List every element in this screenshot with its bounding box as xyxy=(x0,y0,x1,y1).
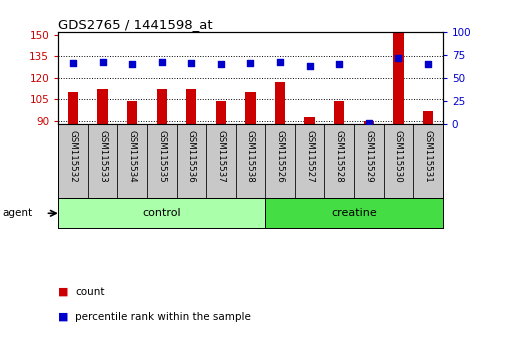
Point xyxy=(69,60,77,66)
Text: GSM115533: GSM115533 xyxy=(98,130,107,183)
Point xyxy=(98,59,107,65)
Point xyxy=(158,59,166,65)
Bar xyxy=(392,6,403,124)
Bar xyxy=(68,92,78,124)
Text: count: count xyxy=(75,287,104,297)
Point xyxy=(305,63,313,69)
Point xyxy=(128,61,136,67)
Bar xyxy=(363,121,373,124)
Bar xyxy=(413,124,442,198)
Text: creatine: creatine xyxy=(330,208,376,218)
Text: GSM115531: GSM115531 xyxy=(423,130,432,183)
Text: GSM115536: GSM115536 xyxy=(186,130,195,183)
Point xyxy=(275,59,283,65)
Bar xyxy=(156,90,167,124)
Bar xyxy=(333,101,344,124)
Bar xyxy=(186,90,196,124)
Text: ■: ■ xyxy=(58,287,69,297)
Text: agent: agent xyxy=(3,208,33,218)
Point xyxy=(393,55,401,61)
Bar xyxy=(265,198,442,228)
Text: percentile rank within the sample: percentile rank within the sample xyxy=(75,312,250,322)
Text: control: control xyxy=(142,208,181,218)
Text: GSM115527: GSM115527 xyxy=(305,130,314,183)
Bar xyxy=(206,124,235,198)
Bar xyxy=(354,124,383,198)
Bar xyxy=(324,124,353,198)
Bar xyxy=(58,198,265,228)
Text: GSM115526: GSM115526 xyxy=(275,130,284,183)
Bar xyxy=(87,124,117,198)
Bar xyxy=(422,111,432,124)
Text: GSM115530: GSM115530 xyxy=(393,130,402,183)
Bar xyxy=(383,124,413,198)
Bar xyxy=(274,82,285,124)
Point xyxy=(423,61,431,67)
Point xyxy=(364,121,372,126)
Bar xyxy=(304,117,314,124)
Text: ■: ■ xyxy=(58,312,69,322)
Bar xyxy=(245,92,255,124)
Point xyxy=(246,60,254,66)
Bar xyxy=(97,90,108,124)
Point xyxy=(217,61,225,67)
Bar xyxy=(235,124,265,198)
Text: GSM115529: GSM115529 xyxy=(364,130,373,182)
Bar xyxy=(117,124,146,198)
Text: GDS2765 / 1441598_at: GDS2765 / 1441598_at xyxy=(58,18,213,31)
Text: GSM115534: GSM115534 xyxy=(127,130,136,183)
Point xyxy=(334,61,342,67)
Bar xyxy=(58,124,87,198)
Bar xyxy=(176,124,206,198)
Text: GSM115538: GSM115538 xyxy=(245,130,255,183)
Bar xyxy=(294,124,324,198)
Text: GSM115532: GSM115532 xyxy=(68,130,77,183)
Bar xyxy=(146,124,176,198)
Text: GSM115537: GSM115537 xyxy=(216,130,225,183)
Text: GSM115528: GSM115528 xyxy=(334,130,343,183)
Point xyxy=(187,60,195,66)
Bar xyxy=(127,101,137,124)
Bar xyxy=(215,101,226,124)
Bar xyxy=(265,124,294,198)
Text: GSM115535: GSM115535 xyxy=(157,130,166,183)
